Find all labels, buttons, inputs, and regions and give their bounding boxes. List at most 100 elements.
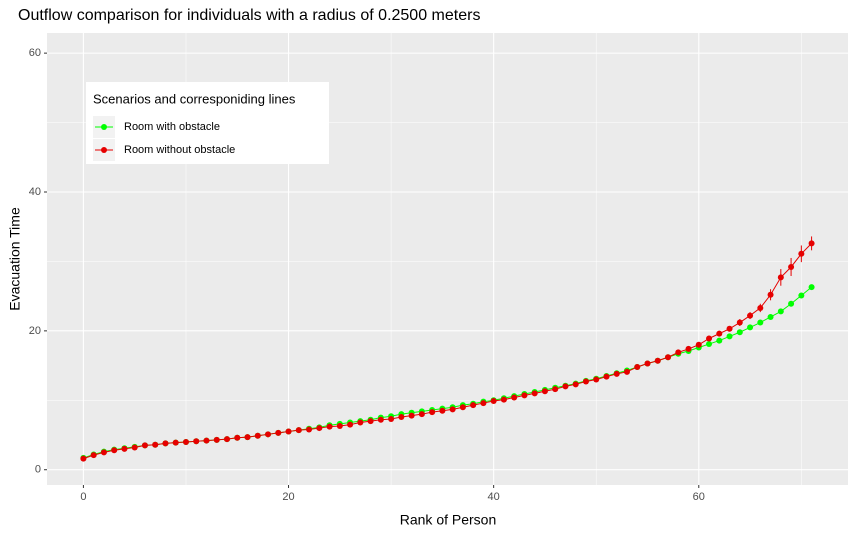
data-point (736, 329, 743, 336)
data-point (706, 335, 713, 342)
data-point (716, 330, 723, 337)
data-point (141, 442, 148, 449)
y-tick-label: 0 (35, 464, 41, 476)
data-point (377, 416, 384, 423)
data-point (747, 312, 754, 319)
data-point (767, 291, 774, 298)
data-point (644, 360, 651, 367)
data-point (162, 440, 169, 447)
data-point (675, 349, 682, 356)
data-point (808, 284, 815, 291)
legend-point (101, 124, 107, 130)
data-point (500, 396, 507, 403)
data-point (541, 388, 548, 395)
data-point (295, 427, 302, 434)
data-point (726, 333, 733, 340)
data-point (398, 413, 405, 420)
data-point (777, 308, 784, 315)
y-tick-label: 40 (29, 186, 41, 198)
data-point (747, 324, 754, 331)
data-point (100, 449, 107, 456)
data-point (80, 455, 87, 462)
data-point (306, 426, 313, 433)
data-point (511, 394, 518, 401)
data-point (757, 319, 764, 326)
data-point (808, 240, 815, 247)
data-point (193, 438, 200, 445)
data-point (244, 434, 251, 441)
data-point (521, 392, 528, 399)
data-point (367, 418, 374, 425)
data-point (757, 304, 764, 311)
data-point (223, 436, 230, 443)
y-tick-label: 20 (29, 325, 41, 337)
data-point (275, 429, 282, 436)
data-point (172, 439, 179, 446)
data-point (470, 402, 477, 409)
data-point (326, 423, 333, 430)
data-point (408, 412, 415, 419)
data-point (418, 411, 425, 418)
data-point (788, 263, 795, 270)
data-point (285, 428, 292, 435)
data-point (767, 313, 774, 320)
x-tick-label: 40 (488, 491, 500, 503)
data-point (706, 341, 713, 348)
y-axis-title: Evacuation Time (7, 207, 23, 311)
x-axis-title: Rank of Person (400, 512, 497, 528)
data-point (316, 425, 323, 432)
data-point (131, 444, 138, 451)
data-point (716, 337, 723, 344)
data-point (490, 397, 497, 404)
x-tick-label: 20 (282, 491, 294, 503)
data-point (798, 250, 805, 257)
data-point (695, 341, 702, 348)
data-point (726, 325, 733, 332)
data-point (254, 432, 261, 439)
data-point (234, 434, 241, 441)
data-point (203, 437, 210, 444)
data-point (582, 378, 589, 385)
chart-title: Outflow comparison for individuals with … (18, 7, 480, 24)
legend: Scenarios and corresponiding lines Room w… (86, 82, 329, 164)
data-point (593, 376, 600, 383)
legend-point (101, 147, 107, 153)
y-tick-label: 60 (29, 47, 41, 59)
data-point (265, 431, 272, 438)
data-point (121, 445, 128, 452)
data-point (665, 354, 672, 361)
data-point (90, 452, 97, 459)
data-point (562, 383, 569, 390)
data-point (357, 419, 364, 426)
data-point (439, 407, 446, 414)
data-point (634, 363, 641, 370)
data-point (449, 406, 456, 413)
data-point (182, 438, 189, 445)
data-point (685, 345, 692, 352)
data-point (623, 368, 630, 375)
data-point (459, 404, 466, 411)
data-point (429, 409, 436, 416)
data-point (347, 421, 354, 428)
data-point (777, 274, 784, 281)
legend-title: Scenarios and corresponiding lines (93, 91, 296, 106)
data-point (213, 436, 220, 443)
legend-label: Room without obstacle (124, 144, 235, 156)
data-point (336, 422, 343, 429)
x-tick-label: 60 (693, 491, 705, 503)
data-point (531, 390, 538, 397)
data-point (798, 292, 805, 299)
data-point (613, 370, 620, 377)
data-point (388, 416, 395, 423)
x-tick-label: 0 (80, 491, 86, 503)
data-point (480, 400, 487, 407)
data-point (654, 357, 661, 364)
data-point (552, 386, 559, 393)
data-point (572, 381, 579, 388)
data-point (788, 300, 795, 307)
data-point (736, 319, 743, 326)
data-point (111, 447, 118, 454)
legend-label: Room with obstacle (124, 121, 220, 133)
